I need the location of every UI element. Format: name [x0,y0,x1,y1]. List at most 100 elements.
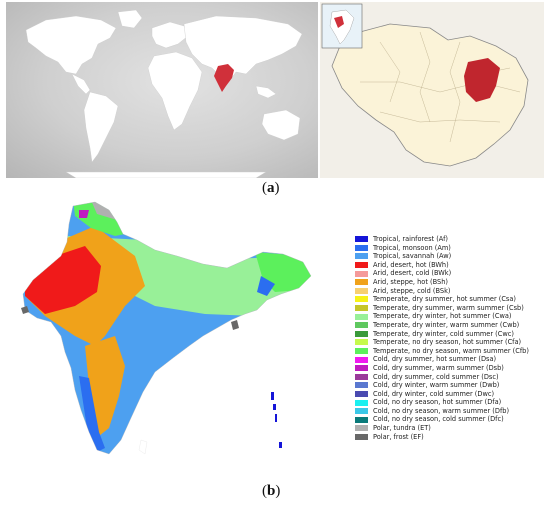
legend-item: Tropical, rainforest (Af) [355,235,547,244]
rajasthan-inset-highlight [334,16,344,28]
legend-swatch [355,253,368,260]
highlighted-district [464,58,500,102]
legend-item: Cold, dry winter, cold summer (Dwc) [355,390,547,399]
zone-aw [23,202,311,454]
legend-swatch [355,382,368,389]
legend-label: Temperate, dry winter, cold summer (Cwc) [373,329,514,338]
legend-label: Polar, tundra (ET) [373,424,431,433]
legend-swatch [355,356,368,363]
rajasthan-state [331,23,529,167]
antarctica-landmass [65,171,267,179]
legend-label: Arid, steppe, cold (BSk) [373,286,451,295]
zone-ef [105,202,123,210]
legend-item: Tropical, savannah (Aw) [355,252,547,261]
legend-swatch [355,433,368,440]
legend-swatch [355,330,368,337]
legend-item: Temperate, dry summer, hot summer (Csa) [355,295,547,304]
legend-swatch [355,399,368,406]
legend-label: Cold, dry summer, cold summer (Dsc) [373,372,499,381]
legend-item: Cold, no dry season, cold summer (Dfc) [355,415,547,424]
legend-swatch [355,348,368,355]
legend-swatch [355,365,368,372]
legend-swatch [355,390,368,397]
europe-landmass [151,21,189,49]
andaman-islands [271,392,282,448]
legend-item: Temperate, dry winter, warm summer (Cwb) [355,321,547,330]
india-climate-svg [21,201,312,455]
rajasthan-map [320,2,544,178]
legend-swatch [355,270,368,277]
legend-label: Temperate, no dry season, warm summer (C… [373,346,529,355]
legend-swatch [355,305,368,312]
legend-item: Tropical, monsoon (Am) [355,244,547,253]
legend-label: Cold, no dry season, warm summer (Dfb) [373,406,510,415]
legend-swatch [355,373,368,380]
southeast-asia-islands [255,85,277,99]
legend-label: Tropical, savannah (Aw) [373,252,452,261]
legend-label: Cold, dry summer, hot summer (Dsa) [373,355,497,364]
legend-swatch [355,408,368,415]
legend-item: Temperate, dry summer, warm summer (Csb) [355,304,547,313]
legend-item: Arid, desert, cold (BWk) [355,269,547,278]
rajasthan-map-svg [320,2,544,178]
zone-am-ne [257,276,275,296]
legend-label: Tropical, monsoon (Am) [373,243,451,252]
legend-item: Arid, steppe, hot (BSh) [355,278,547,287]
india-highlight [214,64,234,92]
legend-swatch [355,287,368,294]
legend-swatch [355,313,368,320]
legend-item: Cold, no dry season, hot summer (Dfa) [355,398,547,407]
world-map [6,2,318,179]
legend-item: Temperate, dry winter, cold summer (Cwc) [355,330,547,339]
legend-item: Cold, dry summer, cold summer (Dsc) [355,373,547,382]
legend-item: Arid, desert, hot (BWh) [355,261,547,270]
australia-landmass [261,109,301,141]
zone-dsb [79,210,89,218]
legend-item: Cold, dry summer, warm summer (Dsb) [355,364,547,373]
legend-item: Cold, no dry season, warm summer (Dfb) [355,407,547,416]
legend-label: Temperate, dry winter, warm summer (Cwb) [373,320,520,329]
legend-label: Arid, desert, hot (BWh) [373,260,449,269]
legend: Tropical, rainforest (Af) Tropical, monso… [355,235,547,441]
world-map-svg [25,9,303,179]
legend-swatch [355,279,368,286]
legend-label: Temperate, dry winter, hot summer (Cwa) [373,312,512,321]
legend-swatch [355,296,368,303]
legend-label: Cold, no dry season, cold summer (Dfc) [373,415,504,424]
legend-label: Arid, desert, cold (BWk) [373,269,452,278]
legend-item: Polar, frost (EF) [355,433,547,442]
legend-label: Cold, dry winter, warm summer (Dwb) [373,381,500,390]
zone-am-west [79,376,105,452]
legend-swatch [355,425,368,432]
legend-item: Cold, dry winter, warm summer (Dwb) [355,381,547,390]
caption-b: (b) [262,483,281,499]
legend-label: Tropical, rainforest (Af) [373,235,448,243]
legend-item: Temperate, dry winter, hot summer (Cwa) [355,312,547,321]
coast-patch-east [231,320,239,330]
coast-patch-west [21,306,29,314]
district-borders [360,31,521,143]
legend-label: Cold, dry winter, cold summer (Dwc) [373,389,495,398]
legend-item: Temperate, no dry season, hot summer (Cf… [355,338,547,347]
africa-landmass [147,51,203,131]
legend-swatch [355,339,368,346]
legend-label: Temperate, dry summer, hot summer (Csa) [373,295,516,304]
legend-label: Cold, dry summer, warm summer (Dsb) [373,363,504,372]
legend-swatch [355,416,368,423]
legend-swatch [355,244,368,251]
legend-label: Cold, no dry season, hot summer (Dfa) [373,398,502,407]
legend-swatch [355,236,368,243]
legend-item: Arid, steppe, cold (BSk) [355,287,547,296]
legend-label: Temperate, no dry season, hot summer (Cf… [373,338,522,347]
panel-a [6,2,544,179]
legend-swatch [355,322,368,329]
sri-lanka [138,439,148,455]
india-climate-map [5,196,345,476]
legend-item: Temperate, no dry season, warm summer (C… [355,347,547,356]
legend-swatch [355,262,368,269]
caption-a: (a) [262,180,280,196]
asia-landmass [183,15,303,81]
north-america-landmass [25,15,117,75]
legend-label: Temperate, dry summer, warm summer (Csb) [373,303,524,312]
legend-item: Polar, tundra (ET) [355,424,547,433]
